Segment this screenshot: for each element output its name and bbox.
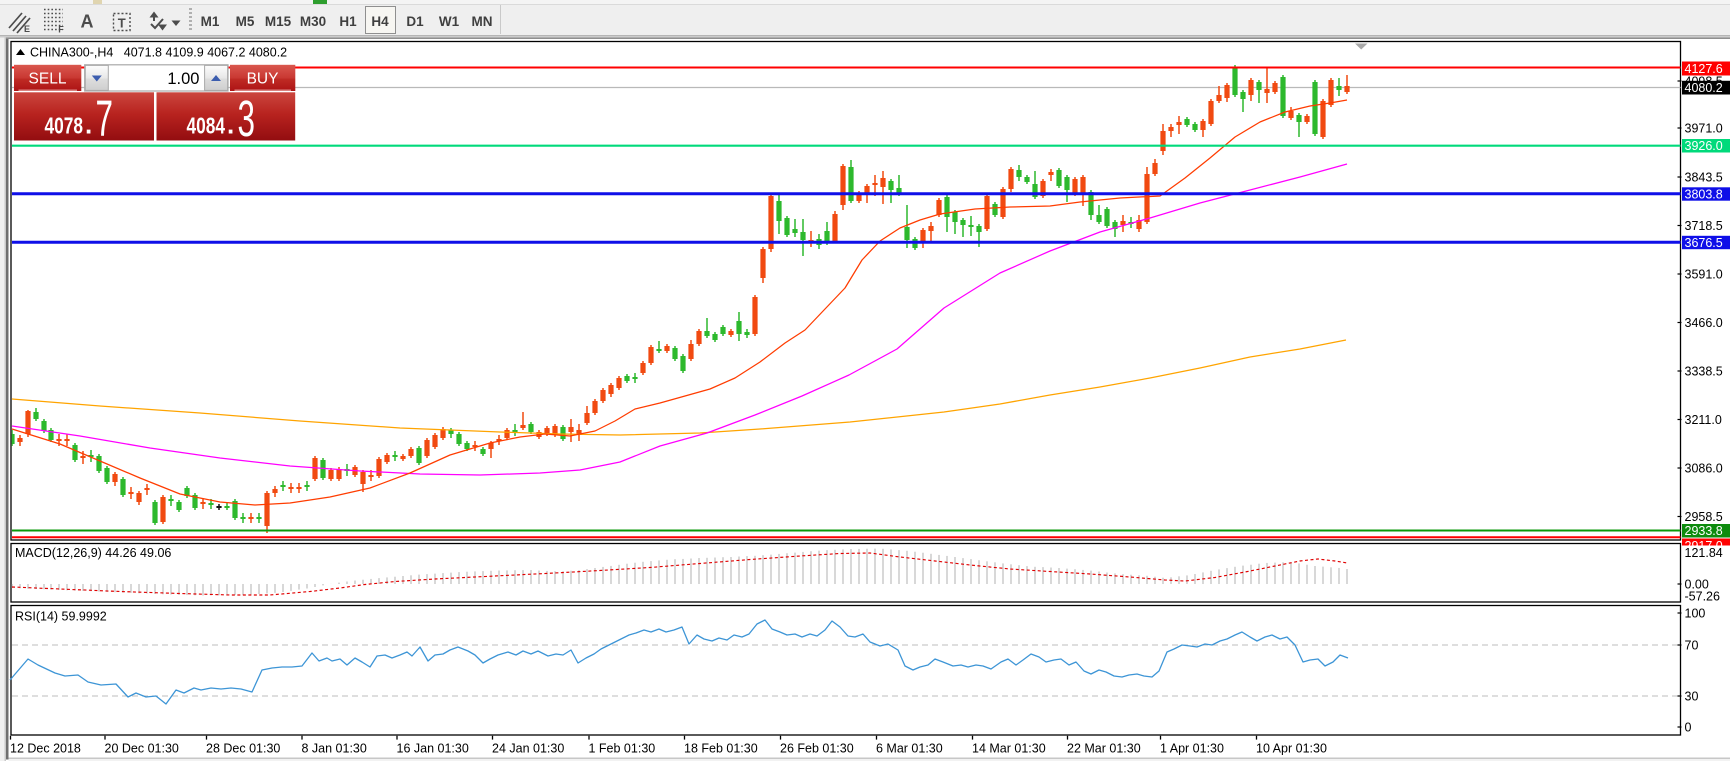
svg-text:MACD(12,26,9) 44.26 49.06: MACD(12,26,9) 44.26 49.06	[15, 546, 171, 560]
svg-text:6 Mar 01:30: 6 Mar 01:30	[876, 742, 943, 756]
svg-text:.: .	[85, 110, 92, 140]
svg-text:3971.0: 3971.0	[1685, 121, 1723, 135]
svg-text:7: 7	[96, 90, 114, 147]
svg-text:8 Jan 01:30: 8 Jan 01:30	[302, 742, 367, 756]
svg-text:20 Dec 01:30: 20 Dec 01:30	[105, 742, 179, 756]
svg-text:28 Dec 01:30: 28 Dec 01:30	[206, 742, 280, 756]
svg-text:10 Apr 01:30: 10 Apr 01:30	[1256, 742, 1327, 756]
svg-text:0: 0	[1685, 720, 1692, 734]
svg-text:E: E	[24, 24, 30, 34]
svg-text:18 Feb 01:30: 18 Feb 01:30	[684, 742, 758, 756]
svg-text:4084: 4084	[187, 113, 226, 139]
svg-text:F: F	[58, 25, 64, 35]
svg-text:-57.26: -57.26	[1685, 589, 1720, 603]
svg-text:4078: 4078	[45, 113, 84, 139]
svg-text:0.00: 0.00	[1685, 577, 1709, 591]
svg-text:CHINA300-,H4 4071.8 4109.9 4: CHINA300-,H4 4071.8 4109.9 4067.2 4080.2	[30, 46, 287, 60]
svg-text:3086.0: 3086.0	[1685, 461, 1723, 475]
svg-text:A: A	[81, 12, 94, 32]
svg-text:3926.0: 3926.0	[1685, 139, 1723, 153]
svg-text:2958.5: 2958.5	[1685, 510, 1723, 524]
svg-text:3211.0: 3211.0	[1685, 413, 1722, 427]
svg-text:3843.5: 3843.5	[1685, 170, 1723, 184]
svg-text:22 Mar 01:30: 22 Mar 01:30	[1067, 742, 1141, 756]
svg-text:3676.5: 3676.5	[1685, 236, 1723, 250]
svg-text:12 Dec 2018: 12 Dec 2018	[10, 742, 81, 756]
svg-text:T: T	[118, 16, 126, 31]
svg-text:1.00: 1.00	[167, 70, 199, 88]
svg-text:1 Apr 01:30: 1 Apr 01:30	[1160, 742, 1224, 756]
svg-text:3803.8: 3803.8	[1685, 187, 1723, 201]
svg-text:.: .	[227, 110, 234, 140]
svg-text:24 Jan 01:30: 24 Jan 01:30	[492, 742, 564, 756]
svg-text:30: 30	[1685, 689, 1699, 703]
svg-text:3591.0: 3591.0	[1685, 267, 1723, 281]
svg-text:4127.6: 4127.6	[1685, 62, 1723, 76]
svg-text:3466.0: 3466.0	[1685, 316, 1723, 330]
svg-text:1 Feb 01:30: 1 Feb 01:30	[589, 742, 656, 756]
svg-text:SELL: SELL	[29, 71, 67, 88]
svg-text:14 Mar 01:30: 14 Mar 01:30	[972, 742, 1046, 756]
svg-text:4080.2: 4080.2	[1685, 81, 1723, 95]
svg-text:RSI(14) 59.9992: RSI(14) 59.9992	[15, 610, 107, 624]
svg-text:3338.5: 3338.5	[1685, 364, 1723, 378]
svg-text:3718.5: 3718.5	[1685, 219, 1723, 233]
svg-text:100: 100	[1685, 606, 1706, 620]
svg-text:26 Feb 01:30: 26 Feb 01:30	[780, 742, 854, 756]
svg-text:3: 3	[238, 90, 256, 147]
svg-text:70: 70	[1685, 638, 1699, 652]
svg-text:BUY: BUY	[247, 71, 279, 88]
svg-text:121.84: 121.84	[1685, 546, 1723, 560]
svg-text:2917.0: 2917.0	[1685, 539, 1723, 553]
svg-text:16 Jan 01:30: 16 Jan 01:30	[397, 742, 469, 756]
svg-text:2933.8: 2933.8	[1685, 524, 1723, 538]
